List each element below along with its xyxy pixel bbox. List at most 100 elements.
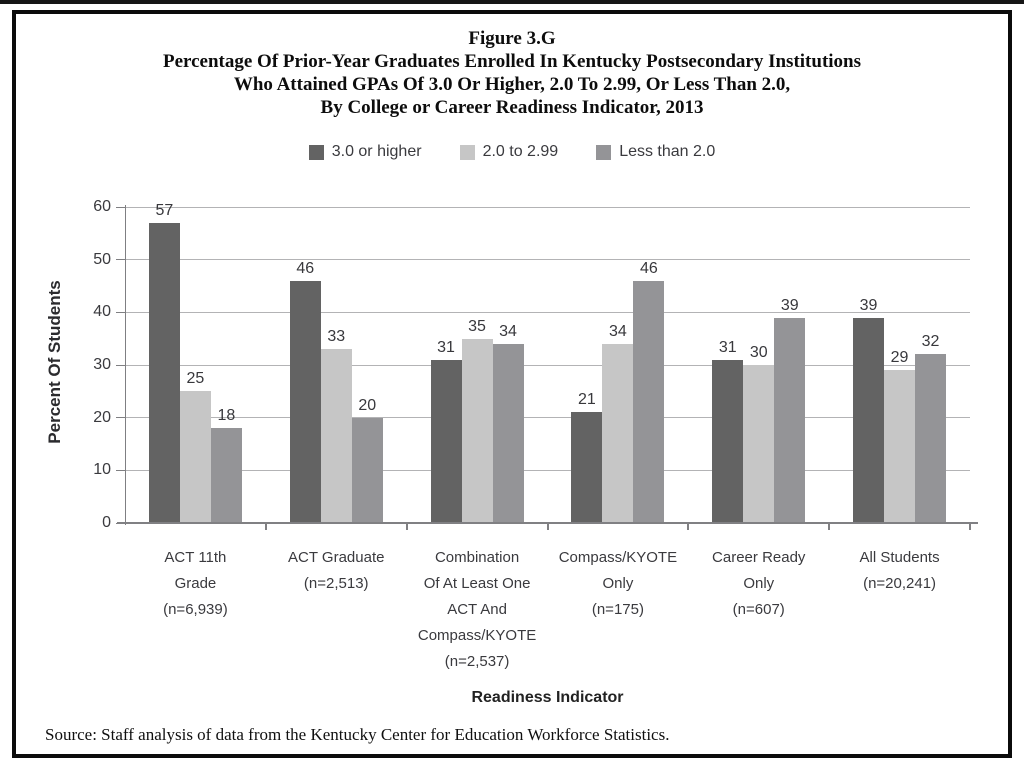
bar-value-label: 34 [609, 322, 627, 340]
bar-value-label: 29 [890, 349, 909, 367]
x-tick-label-line: ACT 11th [164, 549, 227, 566]
y-axis-tick-label: 0 [102, 514, 111, 531]
gridline [125, 259, 970, 261]
bar [853, 317, 885, 523]
x-tick-label-line: Grade [174, 575, 217, 592]
x-axis-tick-mark [687, 524, 690, 530]
figure-title-line-3: Who Attained GPAs Of 3.0 Or Higher, 2.0 … [233, 74, 791, 95]
bar-group: 31 30 39 [688, 207, 829, 523]
bar-group: 46 33 20 [266, 207, 407, 523]
x-tick-label-line: (n=175) [591, 601, 644, 618]
x-tick-label-line: Combination [434, 549, 520, 566]
y-axis-tick-label: 60 [93, 198, 111, 215]
legend-swatch [459, 144, 475, 160]
bar-value-label: 33 [327, 328, 346, 346]
x-tick-label: All Students (n=20,241) [829, 545, 970, 597]
bar [602, 343, 634, 523]
bar-group: 31 35 34 [407, 207, 548, 523]
bar [633, 280, 665, 523]
legend-label: 3.0 or higher [331, 143, 422, 160]
bar [430, 359, 462, 523]
x-tick-label-line: Compass/KYOTE [417, 627, 537, 644]
figure-title-line-2: Percentage Of Prior-Year Graduates Enrol… [162, 51, 862, 72]
bar-value-label: 34 [499, 322, 517, 340]
bar-value-label: 39 [780, 296, 799, 314]
bar-value-label: 30 [749, 344, 768, 361]
y-axis-tick-label: 50 [93, 250, 111, 268]
x-tick-label: Combination Of At Least One ACT And Compass… [407, 545, 548, 675]
plot-area: 0 10 20 30 40 50 60 57 25 18 46 33 20 31 35 34 21 34 46 31 3… [93, 198, 978, 531]
y-axis-tick-mark [116, 259, 126, 261]
x-axis-title: Readiness Indicator [471, 689, 624, 706]
figure-title-line-4: By College or Career Readiness Indicator… [320, 97, 704, 118]
gridline [125, 311, 970, 313]
y-axis-tick-mark [116, 417, 126, 419]
bar [179, 391, 211, 523]
bar-value-label: 39 [859, 296, 878, 314]
bar [743, 365, 775, 523]
x-axis-tick-mark [828, 524, 831, 530]
x-axis-tick-mark [264, 524, 267, 530]
y-axis-tick-label: 40 [93, 303, 111, 321]
y-axis-tick-label: 20 [93, 408, 111, 426]
y-axis-tick-mark [116, 206, 126, 208]
y-axis-tick-mark [116, 311, 126, 313]
x-tick-label: ACT Graduate (n=2,513) [266, 545, 407, 597]
x-tick-label-line: Only [743, 575, 775, 592]
bar-value-label: 46 [296, 259, 315, 277]
bar-value-label: 20 [358, 396, 377, 414]
y-axis-title: Percent Of Students [45, 280, 64, 444]
x-axis-tick-mark [405, 524, 408, 530]
bar [210, 428, 242, 523]
bar-value-label: 31 [437, 338, 455, 356]
bar [915, 354, 947, 523]
bar-value-label: 25 [186, 370, 205, 388]
x-axis-tick-mark [546, 524, 549, 530]
bar-group: 21 34 46 [548, 207, 689, 523]
bar [148, 222, 180, 523]
x-tick-label-line: Career Ready [712, 549, 806, 566]
y-axis-tick-mark [116, 364, 126, 366]
chart-legend: 3.0 or higher 2.0 to 2.99 Less than 2.0 [16, 143, 1008, 161]
y-axis-tick-mark [116, 469, 126, 471]
x-tick-label-line: ACT Graduate [288, 549, 385, 566]
bar [351, 417, 383, 523]
bar [461, 338, 493, 523]
figure-title-line-1: Figure 3.G [468, 28, 556, 49]
x-tick-label-line: (n=20,241) [863, 575, 937, 592]
gridline [125, 417, 970, 419]
legend-label: 2.0 to 2.99 [482, 143, 559, 160]
legend-swatch [596, 144, 612, 160]
x-tick-label-line: ACT And [447, 601, 507, 618]
x-tick-label-line: (n=2,537) [444, 653, 510, 670]
x-tick-label-line: Of At Least One [423, 575, 531, 592]
bar-value-label: 57 [155, 201, 174, 219]
y-axis-tick-label: 30 [93, 356, 111, 373]
bar-value-label: 21 [578, 391, 596, 409]
source-note: Source: Staff analysis of data from the … [45, 725, 670, 744]
page-top-rule [0, 0, 1024, 4]
x-tick-label-line: (n=607) [732, 601, 785, 618]
x-tick-label-line: (n=2,513) [303, 575, 369, 592]
bar [320, 349, 352, 523]
legend-item: Less than 2.0 [596, 143, 715, 161]
x-tick-label: Compass/KYOTE Only (n=175) [548, 545, 689, 623]
figure-title: Figure 3.G Percentage Of Prior-Year Grad… [16, 27, 1008, 119]
x-tick-label-line: All Students [859, 549, 940, 566]
bar-value-label: 46 [640, 259, 658, 277]
gridline [125, 364, 970, 366]
bar [884, 370, 916, 523]
bar-group: 39 29 32 [829, 207, 970, 523]
x-tick-label-line: (n=6,939) [163, 601, 228, 618]
x-axis-tick-mark [969, 524, 971, 530]
bar-value-label: 18 [217, 407, 236, 425]
bar [774, 317, 806, 523]
bar-value-label: 32 [921, 333, 940, 351]
x-tick-label: ACT 11th Grade (n=6,939) [125, 545, 266, 623]
legend-swatch [308, 144, 324, 160]
bar-value-label: 31 [718, 338, 737, 356]
gridline [125, 469, 970, 471]
bar [571, 412, 603, 523]
legend-item: 2.0 to 2.99 [459, 143, 559, 161]
legend-label: Less than 2.0 [619, 143, 716, 160]
